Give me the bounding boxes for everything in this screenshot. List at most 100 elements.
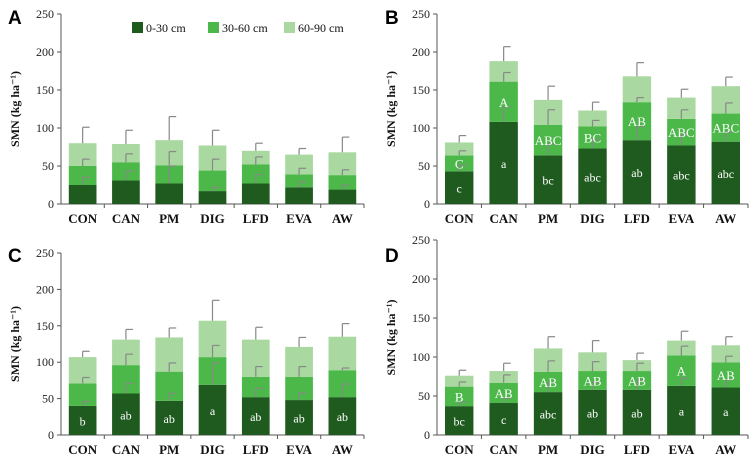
y-tick-label: 200 — [412, 45, 430, 59]
bar-segment-can-2 — [489, 382, 518, 404]
bar-segment-aw-1 — [711, 141, 741, 204]
significance-label: ab — [250, 410, 261, 424]
bar-segment-lfd-1 — [622, 140, 652, 204]
significance-label: A — [499, 95, 509, 110]
panel-letter: D — [385, 246, 399, 267]
y-tick-label: 0 — [48, 428, 54, 442]
bar-segment-con-3 — [68, 143, 97, 166]
significance-label: C — [455, 156, 464, 171]
bar-segment-dig-2 — [198, 170, 227, 192]
y-tick-label: 100 — [412, 121, 430, 135]
bar-segment-aw-3 — [328, 336, 357, 371]
y-tick-label: 150 — [412, 311, 430, 325]
significance-label: B — [455, 389, 464, 404]
x-category-label: LFD — [243, 211, 269, 226]
significance-label: ab — [631, 166, 642, 180]
panel-letter: C — [8, 246, 22, 267]
x-category-label: CON — [445, 442, 475, 457]
panel-letter: A — [8, 8, 22, 29]
y-tick-label: 150 — [36, 319, 54, 333]
significance-label: ab — [164, 412, 175, 426]
significance-label: a — [723, 405, 729, 419]
bar-segment-dig-1 — [578, 389, 607, 435]
x-category-label: CAN — [112, 442, 141, 457]
x-category-label: PM — [538, 442, 558, 457]
bar-segment-pm-1 — [155, 183, 184, 204]
x-category-label: AW — [715, 442, 736, 457]
x-category-label: LFD — [624, 442, 650, 457]
bar-segment-can-3 — [112, 143, 140, 163]
y-tick-label: 100 — [36, 121, 54, 135]
chart-panel-b: B 0 50 100 150 200 250 SMN (kg ha⁻¹) cC CON a A CAN b… — [384, 7, 749, 226]
bar-segment-can-1 — [112, 393, 140, 435]
bar-segment-con-2 — [444, 155, 474, 172]
x-category-label: EVA — [286, 442, 312, 457]
bar-segment-can-3 — [489, 61, 518, 82]
significance-label: AB — [539, 375, 557, 390]
legend-swatch-3 — [284, 22, 295, 33]
y-tick-label: 250 — [36, 246, 54, 260]
x-category-label: AW — [332, 211, 353, 226]
legend: 0-30 cm 30-60 cm 60-90 cm — [132, 21, 344, 35]
y-tick-label: 150 — [412, 83, 430, 97]
x-category-label: CON — [68, 442, 98, 457]
bar-segment-aw-2 — [328, 175, 357, 190]
bar-segment-eva-3 — [667, 97, 696, 119]
legend-swatch-1 — [132, 22, 143, 33]
y-tick-label: 50 — [418, 389, 430, 403]
significance-label: abc — [584, 170, 601, 184]
significance-label: a — [501, 157, 507, 171]
bar-segment-con-1 — [444, 406, 474, 435]
significance-label: AB — [495, 386, 513, 401]
significance-label: a — [210, 404, 216, 418]
bar-segment-aw-1 — [328, 189, 357, 204]
x-category-label: PM — [159, 442, 179, 457]
bar-segment-dig-1 — [198, 191, 227, 204]
bar-segment-lfd-2 — [241, 376, 270, 398]
x-category-label: CAN — [112, 211, 141, 226]
chart-panel-c: C 0 50 100 150 200 250 SMN (kg ha⁻¹) b CON ab CAN ab… — [8, 246, 365, 457]
significance-label: AB — [717, 368, 735, 383]
x-category-label: LFD — [624, 211, 650, 226]
bar-segment-lfd-2 — [241, 164, 270, 184]
bar-segment-eva-1 — [285, 400, 313, 435]
significance-label: c — [501, 413, 506, 427]
x-category-label: DIG — [200, 211, 225, 226]
bar-segment-aw-1 — [328, 397, 357, 435]
significance-label: b — [80, 414, 86, 428]
significance-label: a — [679, 404, 685, 418]
x-category-label: AW — [715, 211, 736, 226]
significance-label: abc — [673, 169, 690, 183]
significance-label: ab — [293, 412, 304, 426]
significance-label: ab — [631, 406, 642, 420]
bar-segment-pm-1 — [533, 392, 563, 435]
significance-label: ABC — [535, 133, 562, 148]
bar-segment-pm-1 — [533, 155, 563, 204]
x-category-label: EVA — [286, 211, 312, 226]
bar-segment-eva-1 — [667, 145, 696, 204]
y-tick-label: 50 — [42, 159, 54, 173]
bar-segment-dig-2 — [578, 126, 607, 149]
chart-panel-d: D 0 50 100 150 200 250 SMN (kg ha⁻¹) bc B CON c AB CA… — [384, 233, 749, 457]
significance-label: AB — [628, 373, 646, 388]
bar-segment-eva-3 — [285, 154, 313, 175]
bar-segment-aw-1 — [711, 387, 741, 435]
y-axis-label: SMN (kg ha⁻¹) — [384, 71, 398, 147]
bar-segment-dig-1 — [198, 384, 227, 435]
legend-label: 30-60 cm — [222, 21, 268, 35]
y-axis-label: SMN (kg ha⁻¹) — [8, 71, 22, 147]
bar-segment-pm-1 — [155, 400, 184, 435]
x-category-label: LFD — [243, 442, 269, 457]
significance-label: ab — [120, 408, 131, 422]
y-tick-label: 0 — [424, 197, 430, 211]
significance-label: abc — [717, 167, 734, 181]
bar-segment-con-2 — [68, 166, 97, 185]
bar-segment-can-1 — [112, 180, 140, 204]
y-tick-label: 50 — [418, 159, 430, 173]
bar-segment-eva-2 — [285, 376, 313, 401]
x-category-label: PM — [538, 211, 558, 226]
x-category-label: DIG — [200, 442, 225, 457]
bar-segment-eva-1 — [285, 187, 313, 204]
panel-letter: B — [385, 8, 399, 29]
